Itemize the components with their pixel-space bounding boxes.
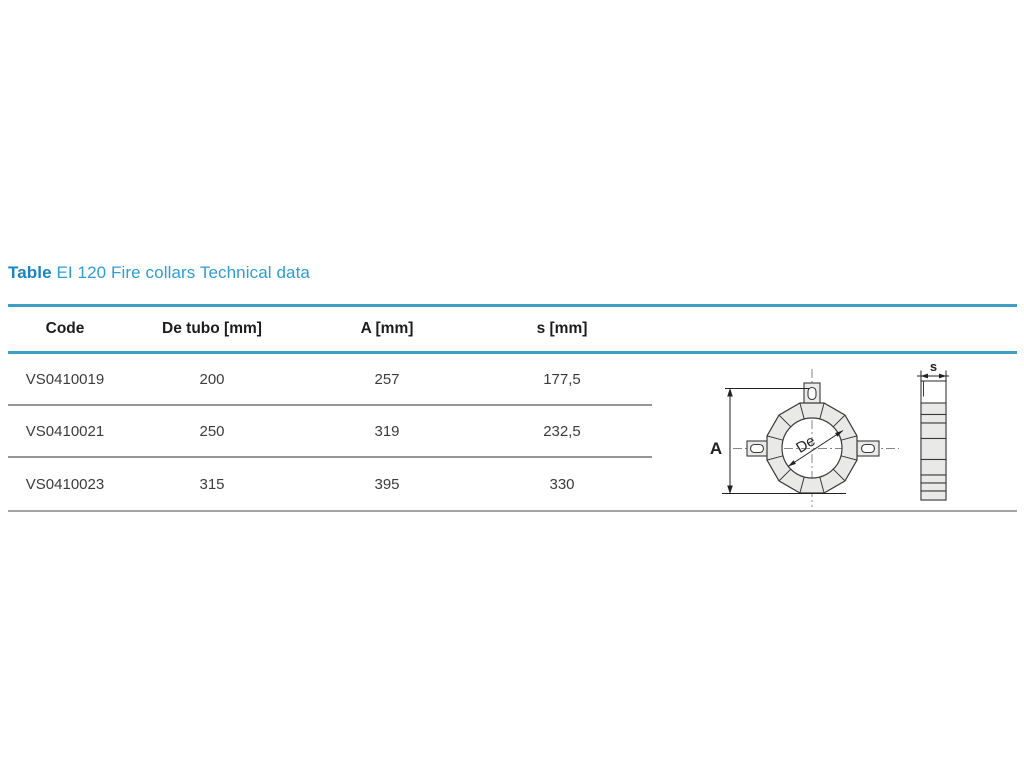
dimension-s-ticks — [920, 370, 947, 382]
table-header-row: Code De tubo [mm] A [mm] s [mm] — [8, 307, 1017, 351]
dimension-s-label: s — [930, 360, 937, 374]
dimension-de-arrow-ne — [835, 430, 843, 437]
dimension-a-arrow-down — [727, 485, 733, 494]
side-view-band — [920, 474, 947, 484]
dimension-de-label: De — [793, 432, 818, 456]
cell-de-tubo: 315 — [199, 475, 225, 493]
fire-collar-diagram-svg: A De — [710, 360, 949, 507]
side-view-band — [920, 482, 947, 492]
cell-de-tubo: 250 — [199, 422, 225, 440]
column-header-s: s [mm] — [536, 320, 588, 337]
table-bottom-rule — [8, 510, 1017, 512]
dimension-de-arrow-sw — [788, 460, 796, 467]
cell-a: 319 — [374, 422, 400, 440]
dimension-a-arrow-up — [727, 388, 733, 397]
technical-data-table: Code De tubo [mm] A [mm] s [mm] VS041001… — [8, 304, 1017, 512]
dimension-s-arrow-right — [939, 373, 947, 379]
right-tab-slot — [860, 443, 876, 454]
column-header-de-tubo: De tubo [mm] — [162, 320, 262, 337]
table-row: VS0410023 315 395 330 — [8, 458, 652, 510]
cell-a: 395 — [374, 475, 400, 493]
side-view-band — [920, 458, 947, 476]
dimension-de — [787, 430, 844, 467]
side-view — [920, 380, 947, 501]
side-view-band — [920, 422, 947, 440]
side-view-band — [920, 490, 947, 501]
cell-de-tubo: 200 — [199, 370, 225, 388]
dimension-a — [722, 388, 846, 494]
dimension-s-arrow-left — [920, 373, 928, 379]
fire-collar-drawing: A De — [700, 360, 1024, 510]
side-view-band — [920, 402, 947, 416]
side-view-band — [920, 413, 947, 424]
table-top-rule — [8, 304, 1017, 307]
cell-code: VS0410023 — [25, 475, 105, 493]
collar-segment-lines — [766, 402, 858, 494]
dimension-de-line — [787, 430, 844, 467]
cell-s: 232,5 — [543, 422, 581, 440]
dimension-s — [917, 370, 949, 382]
table-row: VS0410021 250 319 232,5 — [8, 406, 652, 458]
table-row: VS0410019 200 257 177,5 — [8, 354, 652, 406]
table-caption-text: EI 120 Fire collars Technical data — [51, 263, 310, 282]
column-header-a: A [mm] — [360, 320, 414, 337]
table-header-rule — [8, 351, 1017, 354]
cell-code: VS0410019 — [25, 370, 105, 388]
table-body: VS0410019 200 257 177,5 VS0410021 250 31… — [8, 354, 652, 510]
side-view-bands — [920, 402, 947, 501]
table-caption-keyword: Table — [8, 263, 52, 282]
top-tab-slot — [807, 386, 817, 401]
cell-s: 177,5 — [543, 370, 581, 388]
cell-code: VS0410021 — [25, 422, 105, 440]
cell-s: 330 — [549, 475, 575, 493]
column-header-code: Code — [45, 320, 85, 337]
left-tab-slot — [749, 443, 765, 454]
cell-a: 257 — [374, 370, 400, 388]
side-view-band — [920, 437, 947, 461]
table-caption: Table EI 120 Fire collars Technical data — [8, 262, 310, 283]
dimension-a-label: A — [710, 439, 722, 458]
